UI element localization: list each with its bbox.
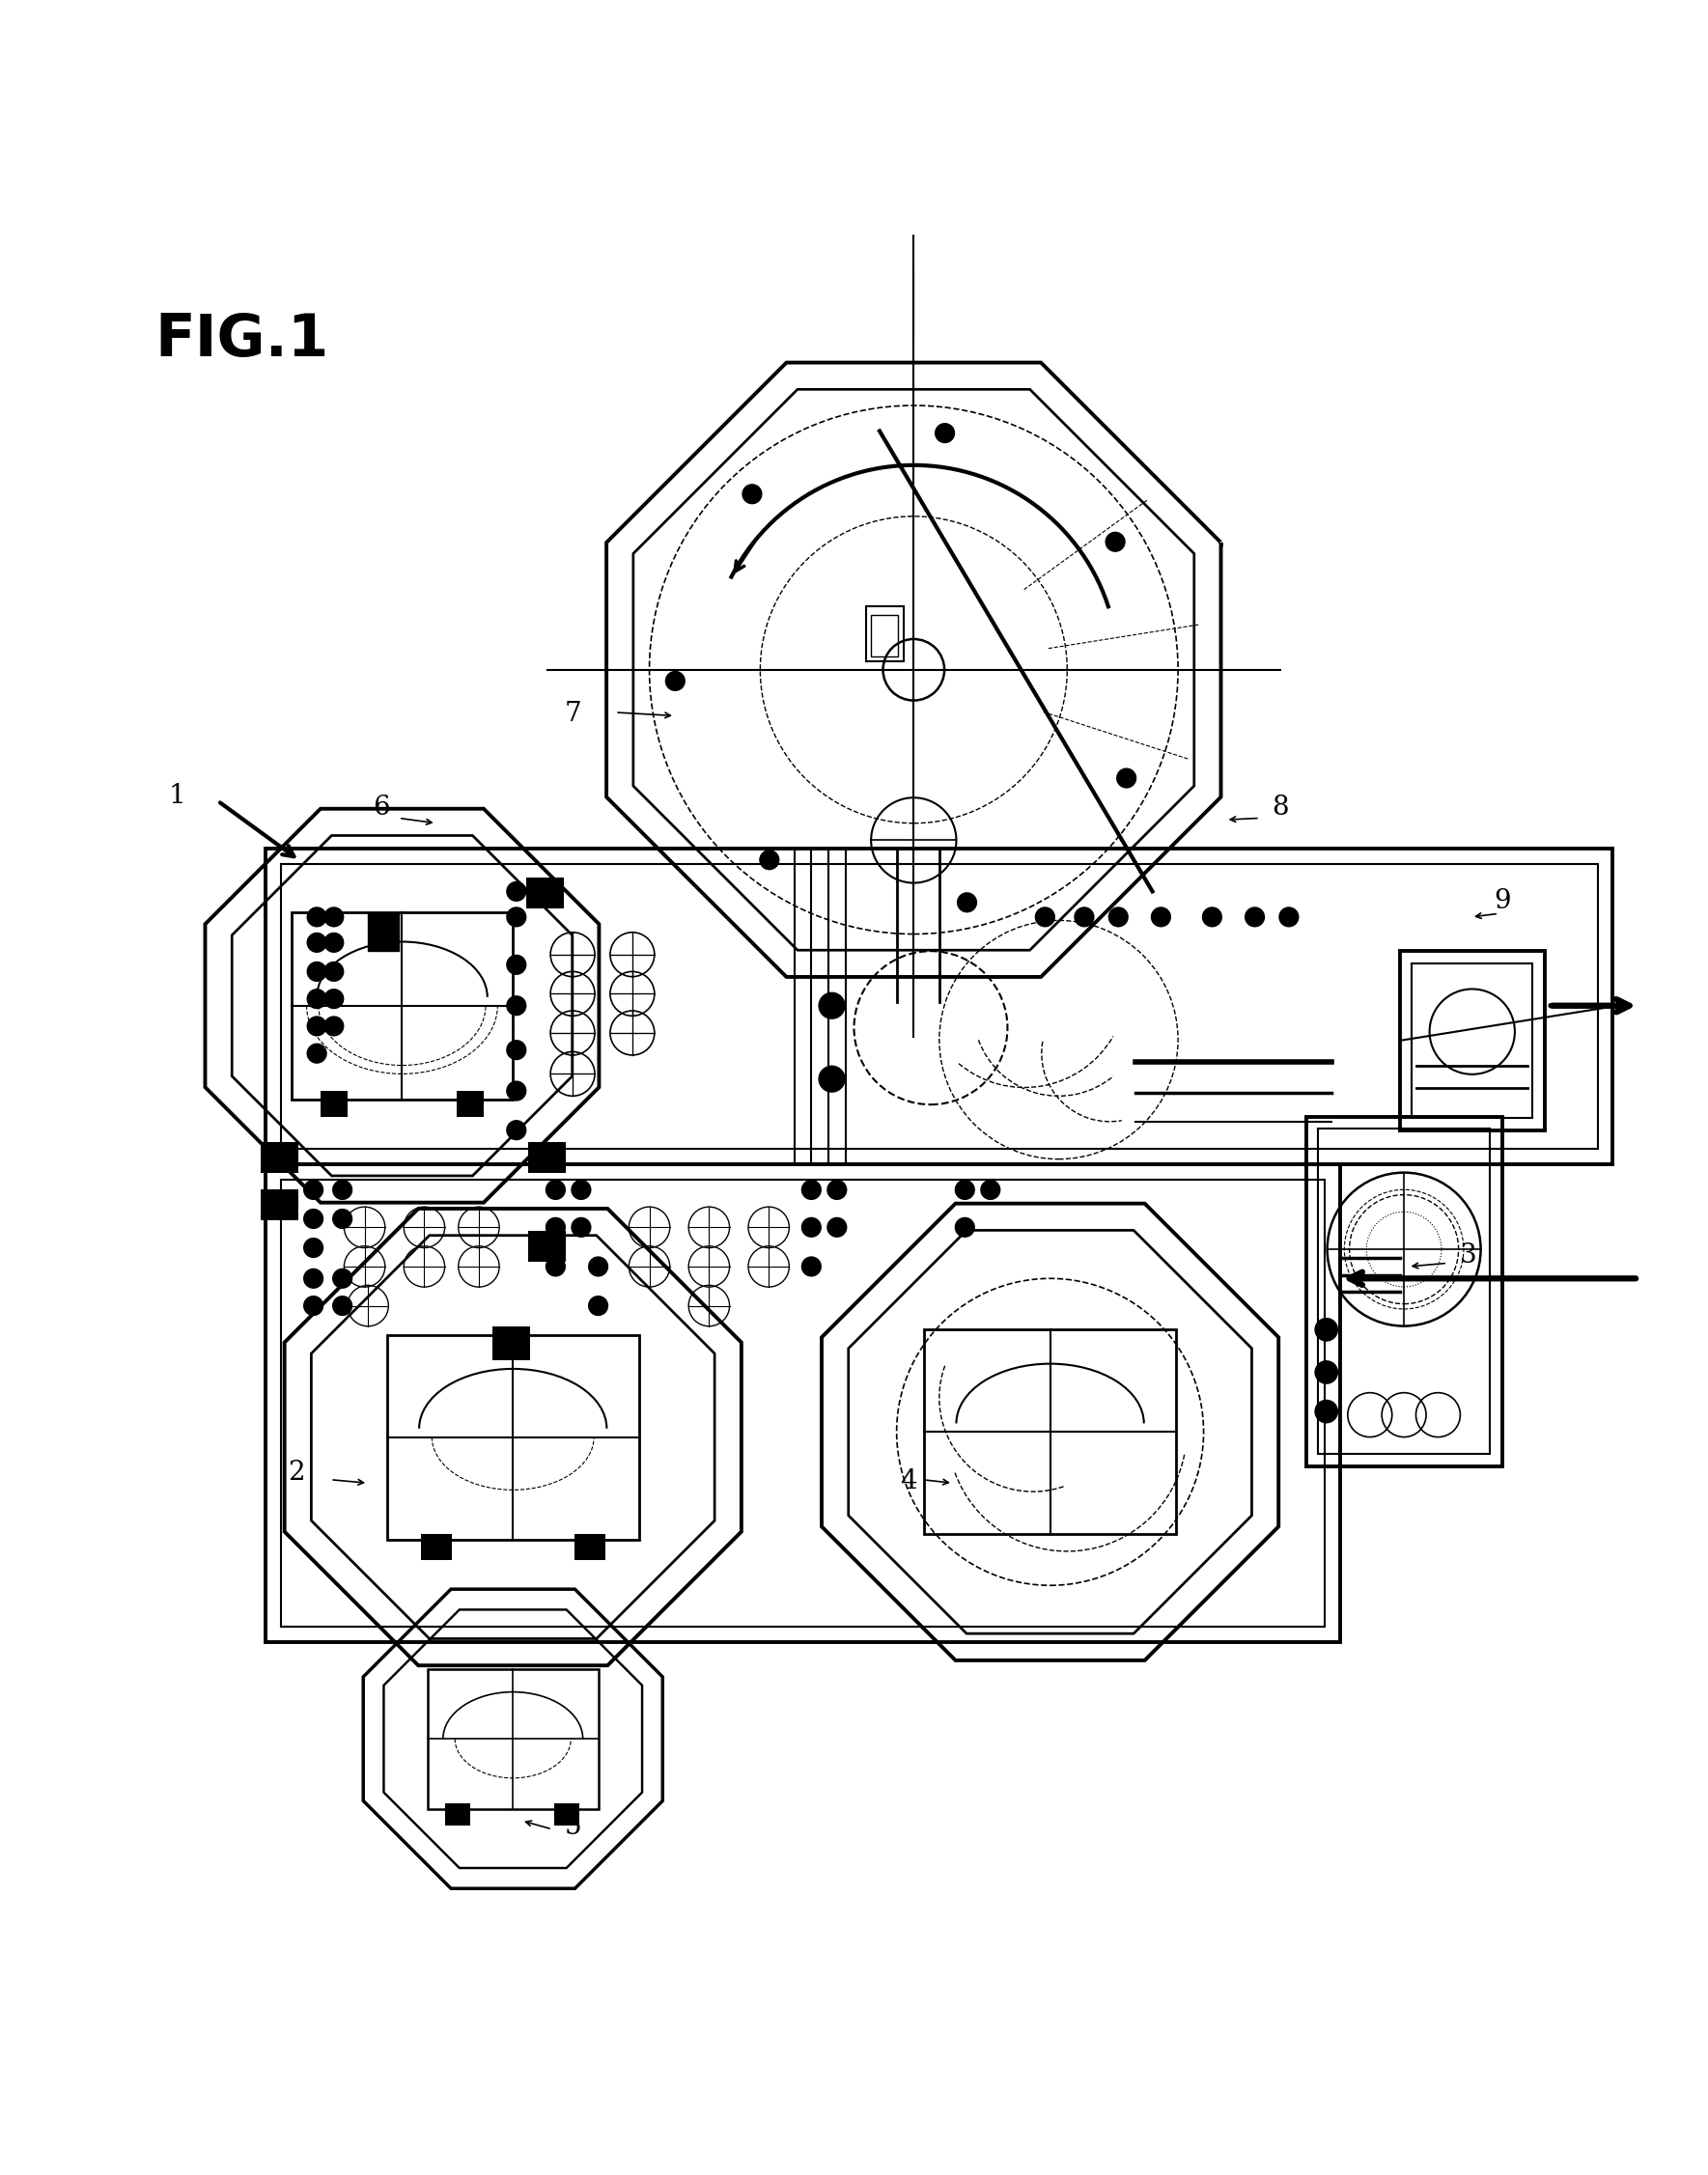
Circle shape bbox=[307, 1016, 326, 1035]
Circle shape bbox=[331, 1209, 352, 1229]
Circle shape bbox=[331, 1268, 352, 1290]
Circle shape bbox=[1105, 531, 1126, 552]
Circle shape bbox=[588, 1296, 608, 1316]
Circle shape bbox=[304, 1179, 323, 1201]
Circle shape bbox=[304, 1209, 323, 1229]
Circle shape bbox=[588, 1257, 608, 1277]
Text: 6: 6 bbox=[372, 794, 389, 820]
Circle shape bbox=[304, 1296, 323, 1316]
Bar bbox=[456, 1092, 483, 1116]
Circle shape bbox=[545, 1179, 565, 1201]
Bar bbox=[282, 863, 1597, 1148]
Circle shape bbox=[1315, 1318, 1339, 1342]
Circle shape bbox=[955, 1218, 975, 1238]
Circle shape bbox=[570, 1218, 591, 1238]
Circle shape bbox=[304, 1238, 323, 1257]
Bar bbox=[266, 848, 1612, 1164]
Text: 7: 7 bbox=[564, 700, 581, 726]
Circle shape bbox=[323, 1016, 343, 1035]
Circle shape bbox=[1279, 907, 1300, 927]
Circle shape bbox=[323, 990, 343, 1009]
Circle shape bbox=[664, 670, 685, 692]
Circle shape bbox=[323, 933, 343, 953]
Circle shape bbox=[506, 996, 526, 1016]
Bar bbox=[526, 879, 564, 909]
Circle shape bbox=[801, 1179, 822, 1201]
Circle shape bbox=[545, 1218, 565, 1238]
Bar bbox=[924, 1329, 1177, 1533]
Circle shape bbox=[1115, 768, 1136, 787]
Circle shape bbox=[307, 990, 326, 1009]
Bar bbox=[492, 1327, 529, 1359]
Bar bbox=[319, 1092, 347, 1116]
Text: 8: 8 bbox=[1272, 794, 1290, 820]
Text: FIG.1: FIG.1 bbox=[155, 311, 330, 368]
Bar bbox=[386, 1335, 639, 1540]
Bar bbox=[528, 1142, 565, 1172]
Circle shape bbox=[331, 1179, 352, 1201]
Bar bbox=[266, 1164, 1341, 1642]
Circle shape bbox=[307, 1044, 326, 1064]
Bar bbox=[528, 1231, 565, 1261]
Circle shape bbox=[818, 992, 845, 1020]
Circle shape bbox=[506, 1040, 526, 1059]
Circle shape bbox=[818, 1066, 845, 1092]
Bar bbox=[444, 1803, 470, 1825]
Circle shape bbox=[980, 1179, 1001, 1201]
Bar bbox=[261, 1190, 299, 1220]
Bar bbox=[292, 911, 512, 1098]
Bar bbox=[261, 1142, 299, 1172]
Bar bbox=[282, 1179, 1325, 1627]
Circle shape bbox=[307, 933, 326, 953]
Circle shape bbox=[1108, 907, 1129, 927]
Circle shape bbox=[955, 1179, 975, 1201]
Text: 4: 4 bbox=[900, 1468, 917, 1494]
Circle shape bbox=[323, 961, 343, 981]
Circle shape bbox=[331, 1296, 352, 1316]
Circle shape bbox=[758, 850, 779, 870]
Circle shape bbox=[506, 881, 526, 903]
Circle shape bbox=[741, 483, 762, 505]
Circle shape bbox=[934, 422, 955, 444]
Circle shape bbox=[827, 1179, 847, 1201]
Circle shape bbox=[827, 1218, 847, 1238]
Text: 3: 3 bbox=[1459, 1242, 1476, 1268]
Bar bbox=[553, 1803, 579, 1825]
Circle shape bbox=[307, 961, 326, 981]
Circle shape bbox=[506, 955, 526, 974]
Circle shape bbox=[1151, 907, 1172, 927]
Bar bbox=[420, 1533, 451, 1559]
Bar bbox=[574, 1533, 605, 1559]
Text: 1: 1 bbox=[169, 783, 186, 809]
Text: 2: 2 bbox=[289, 1459, 304, 1486]
Bar bbox=[866, 607, 904, 661]
Circle shape bbox=[545, 1257, 565, 1277]
Circle shape bbox=[1035, 907, 1056, 927]
Circle shape bbox=[323, 907, 343, 927]
Circle shape bbox=[570, 1179, 591, 1201]
Text: 9: 9 bbox=[1493, 887, 1510, 914]
Circle shape bbox=[1202, 907, 1223, 927]
Bar bbox=[1319, 1129, 1489, 1455]
Circle shape bbox=[1245, 907, 1266, 927]
Circle shape bbox=[307, 907, 326, 927]
Bar bbox=[427, 1668, 598, 1810]
Bar bbox=[1411, 964, 1532, 1118]
Bar bbox=[871, 616, 898, 657]
Bar bbox=[1399, 950, 1544, 1131]
Bar bbox=[367, 914, 398, 950]
Circle shape bbox=[1074, 907, 1095, 927]
Circle shape bbox=[1315, 1399, 1339, 1422]
Circle shape bbox=[506, 1081, 526, 1101]
Circle shape bbox=[506, 1120, 526, 1140]
Circle shape bbox=[304, 1268, 323, 1290]
Circle shape bbox=[801, 1218, 822, 1238]
Circle shape bbox=[801, 1257, 822, 1277]
Circle shape bbox=[956, 892, 977, 913]
Text: 5: 5 bbox=[564, 1814, 581, 1840]
Circle shape bbox=[506, 907, 526, 927]
Bar bbox=[1307, 1116, 1501, 1466]
Circle shape bbox=[533, 881, 553, 903]
Circle shape bbox=[1315, 1359, 1339, 1383]
